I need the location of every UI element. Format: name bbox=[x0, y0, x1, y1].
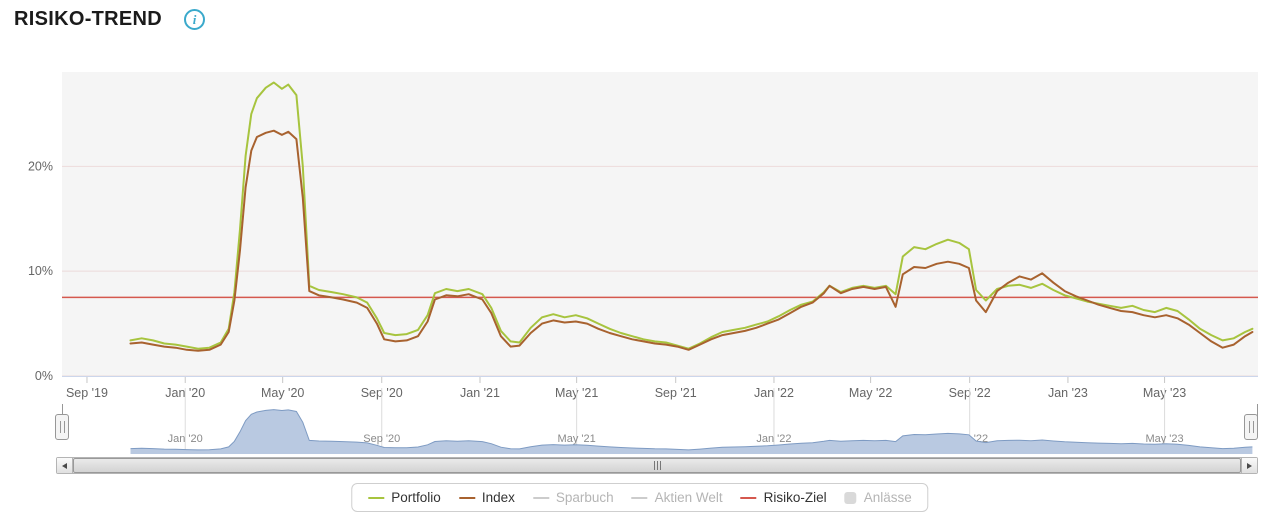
svg-text:May '22: May '22 bbox=[849, 386, 892, 400]
info-icon[interactable]: i bbox=[184, 9, 206, 30]
legend-item-risiko-ziel[interactable]: Risiko-Ziel bbox=[740, 490, 827, 505]
legend-item-sparbuch[interactable]: Sparbuch bbox=[532, 490, 614, 505]
scrollbar-track[interactable] bbox=[73, 458, 1241, 473]
legend-portfolio-label: Portfolio bbox=[391, 490, 441, 505]
x-axis: Sep '19 Jan '20 May '20 Sep '20 Jan '21 May '… bbox=[66, 377, 1186, 400]
navigator-right-handle[interactable] bbox=[1244, 414, 1258, 440]
legend-index-swatch bbox=[458, 496, 475, 499]
svg-text:May '23: May '23 bbox=[1145, 433, 1183, 445]
series-index bbox=[129, 129, 1254, 352]
legend-risiko-ziel-swatch bbox=[740, 496, 757, 499]
svg-text:Jan '20: Jan '20 bbox=[168, 433, 203, 445]
scroll-right-icon bbox=[1247, 462, 1252, 469]
svg-text:20%: 20% bbox=[28, 159, 53, 173]
legend-aktien-welt-label: Aktien Welt bbox=[654, 490, 723, 505]
scrollbar-thumb[interactable] bbox=[73, 458, 1241, 473]
scroll-left-icon bbox=[62, 462, 67, 469]
navigator-area-line bbox=[130, 409, 1253, 451]
svg-text:Jan '21: Jan '21 bbox=[460, 386, 500, 400]
chart-legend: Portfolio Index Sparbuch Aktien Welt Risiko-… bbox=[351, 483, 929, 512]
legend-item-portfolio[interactable]: Portfolio bbox=[368, 490, 441, 505]
legend-item-index[interactable]: Index bbox=[458, 490, 515, 505]
svg-text:10%: 10% bbox=[28, 264, 53, 278]
svg-text:Jan '23: Jan '23 bbox=[1048, 386, 1088, 400]
scroll-left-button[interactable] bbox=[57, 458, 73, 473]
legend-item-aktien-welt[interactable]: Aktien Welt bbox=[631, 490, 723, 505]
svg-text:0%: 0% bbox=[35, 369, 53, 383]
legend-anl-sse-label: Anlässe bbox=[863, 490, 912, 505]
svg-text:Jan '22: Jan '22 bbox=[756, 433, 791, 445]
scrollbar[interactable] bbox=[56, 457, 1258, 474]
legend-index-label: Index bbox=[481, 490, 515, 505]
scroll-right-button[interactable] bbox=[1241, 458, 1257, 473]
legend-portfolio-swatch bbox=[368, 496, 385, 499]
legend-item-anl-sse[interactable]: Anlässe bbox=[844, 490, 912, 505]
scrollbar-grip-icon bbox=[653, 461, 661, 470]
risk-trend-chart: 0% 10% 20% Sep '19 Jan '20 May '20 Sep '20 Jan … bbox=[27, 72, 1258, 400]
navigator-left-handle[interactable] bbox=[55, 414, 69, 440]
navigator-area[interactable] bbox=[130, 409, 1253, 454]
svg-text:Sep '21: Sep '21 bbox=[655, 386, 697, 400]
legend-sparbuch-swatch bbox=[532, 496, 549, 499]
page-title: RISIKO-TREND bbox=[14, 8, 163, 30]
plot-area bbox=[62, 72, 1258, 376]
series-portfolio bbox=[129, 81, 1254, 350]
legend-sparbuch-label: Sparbuch bbox=[555, 490, 614, 505]
svg-text:Sep '20: Sep '20 bbox=[363, 433, 400, 445]
svg-text:May '21: May '21 bbox=[558, 433, 596, 445]
header: RISIKO-TREND i bbox=[14, 8, 206, 31]
legend-anl-sse-swatch bbox=[844, 491, 857, 504]
legend-risiko-ziel-label: Risiko-Ziel bbox=[763, 490, 827, 505]
legend-aktien-welt-swatch bbox=[631, 496, 648, 499]
svg-text:May '20: May '20 bbox=[261, 386, 304, 400]
svg-text:Sep '19: Sep '19 bbox=[66, 386, 108, 400]
